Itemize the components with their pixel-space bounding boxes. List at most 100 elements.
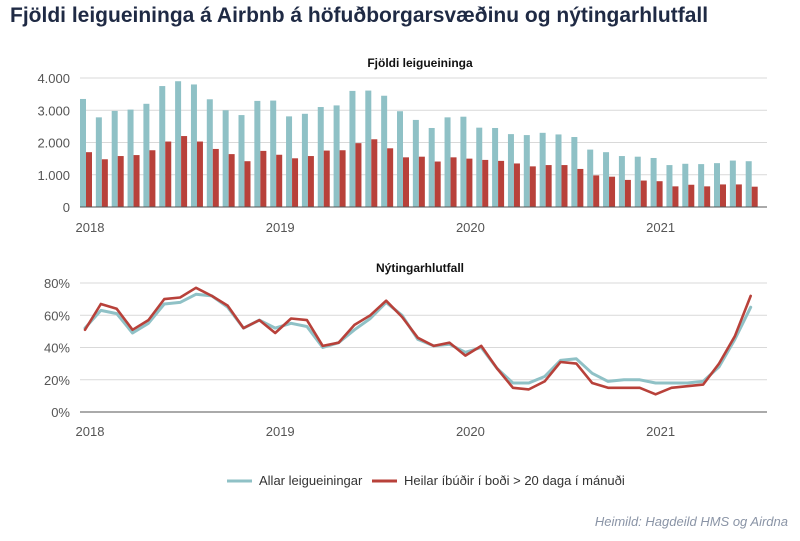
bar bbox=[650, 157, 657, 207]
bar-y-tick-label: 1.000 bbox=[37, 168, 70, 183]
bar bbox=[729, 160, 736, 207]
bar bbox=[751, 186, 758, 207]
line-series-heilar bbox=[83, 286, 753, 396]
bar bbox=[561, 165, 568, 207]
legend-label-allar: Allar leigueiningar bbox=[259, 473, 363, 488]
bar bbox=[165, 141, 172, 207]
bar bbox=[450, 157, 457, 207]
bar bbox=[117, 156, 124, 207]
bar bbox=[523, 135, 530, 207]
line-y-tick-label: 60% bbox=[44, 308, 70, 323]
bar bbox=[196, 141, 203, 207]
bar bbox=[428, 127, 435, 207]
bar bbox=[609, 176, 616, 207]
bar bbox=[745, 161, 752, 207]
line-chart-gridlines bbox=[80, 282, 767, 381]
bar-chart-y-ticks: 0 1.000 2.000 3.000 4.000 bbox=[37, 71, 70, 215]
line-x-tick-label: 2020 bbox=[456, 424, 485, 439]
bar bbox=[603, 152, 610, 207]
bar bbox=[498, 160, 505, 207]
line-chart-x-ticks: 2018 2019 2020 2021 bbox=[76, 424, 676, 439]
bar bbox=[307, 156, 314, 207]
bar bbox=[418, 156, 425, 207]
bar bbox=[206, 99, 213, 207]
bar bbox=[688, 184, 695, 207]
bar bbox=[618, 156, 625, 207]
line-y-tick-label: 40% bbox=[44, 341, 70, 356]
bar bbox=[317, 107, 324, 207]
bar bbox=[349, 90, 356, 207]
bar bbox=[492, 127, 499, 207]
bar bbox=[365, 90, 372, 207]
bar bbox=[333, 105, 340, 207]
line-chart-series bbox=[83, 286, 753, 396]
bar bbox=[593, 175, 600, 207]
bar bbox=[301, 113, 308, 207]
bar bbox=[276, 154, 283, 207]
line-chart-panel: Nýtingarhlutfall 0% 20% 40% 60% 80% 2018 2019… bbox=[44, 261, 767, 439]
bar bbox=[101, 159, 108, 207]
bar bbox=[666, 165, 673, 207]
bar bbox=[434, 161, 441, 207]
legend-label-heilar: Heilar íbúðir í boði > 20 daga í mánuði bbox=[404, 473, 625, 488]
bar bbox=[704, 186, 711, 207]
bar bbox=[656, 181, 663, 207]
bar bbox=[190, 84, 197, 207]
bar bbox=[412, 119, 419, 207]
bar bbox=[244, 161, 251, 207]
bar bbox=[507, 134, 514, 207]
bar bbox=[466, 158, 473, 207]
line-chart-title: Nýtingarhlutfall bbox=[376, 261, 464, 275]
bar-y-tick-label: 3.000 bbox=[37, 103, 70, 118]
bar bbox=[571, 137, 578, 207]
bar bbox=[460, 116, 467, 207]
bar bbox=[720, 184, 726, 207]
bar bbox=[634, 156, 641, 207]
line-x-tick-label: 2019 bbox=[266, 424, 295, 439]
chart-source-note: Heimild: Hagdeild HMS og Airdna bbox=[594, 514, 788, 529]
bar bbox=[175, 81, 182, 207]
bar bbox=[387, 148, 394, 207]
line-chart-y-ticks: 0% 20% 40% 60% 80% bbox=[44, 276, 70, 420]
bar bbox=[355, 143, 362, 207]
bar-series-heilar bbox=[86, 136, 758, 207]
bar bbox=[397, 111, 403, 207]
bar bbox=[286, 116, 293, 207]
line-series-allar bbox=[83, 292, 753, 385]
bar bbox=[323, 150, 330, 207]
bar-x-tick-label: 2021 bbox=[646, 220, 675, 235]
bar bbox=[80, 98, 86, 207]
bar bbox=[698, 164, 705, 207]
bar-x-tick-label: 2018 bbox=[76, 220, 105, 235]
bar bbox=[577, 168, 584, 207]
bar-y-tick-label: 0 bbox=[63, 200, 70, 215]
line-y-tick-label: 80% bbox=[44, 276, 70, 291]
bar bbox=[539, 132, 546, 207]
bar-series-allar bbox=[80, 81, 752, 207]
bar bbox=[482, 159, 489, 207]
bar bbox=[444, 117, 451, 207]
chart-legend: Allar leigueiningar Heilar íbúðir í boði… bbox=[227, 473, 625, 488]
bar-y-tick-label: 2.000 bbox=[37, 136, 70, 151]
bar bbox=[403, 157, 409, 207]
bar bbox=[133, 155, 140, 207]
bar-y-tick-label: 4.000 bbox=[37, 71, 70, 86]
bar bbox=[476, 127, 483, 207]
bar bbox=[292, 158, 299, 207]
line-y-tick-label: 20% bbox=[44, 373, 70, 388]
bar bbox=[371, 139, 378, 207]
line-x-tick-label: 2018 bbox=[76, 424, 105, 439]
bar bbox=[682, 163, 689, 207]
chart-main-title: Fjöldi leigueininga á Airbnb á höfuðborg… bbox=[10, 4, 709, 27]
bar bbox=[143, 103, 150, 207]
bar bbox=[127, 109, 134, 207]
bar bbox=[640, 180, 647, 207]
bar bbox=[672, 186, 679, 207]
bar bbox=[545, 165, 552, 207]
bar bbox=[587, 149, 594, 207]
bar bbox=[513, 163, 520, 207]
bar bbox=[381, 95, 388, 207]
bar bbox=[159, 86, 166, 207]
bar bbox=[238, 115, 245, 207]
